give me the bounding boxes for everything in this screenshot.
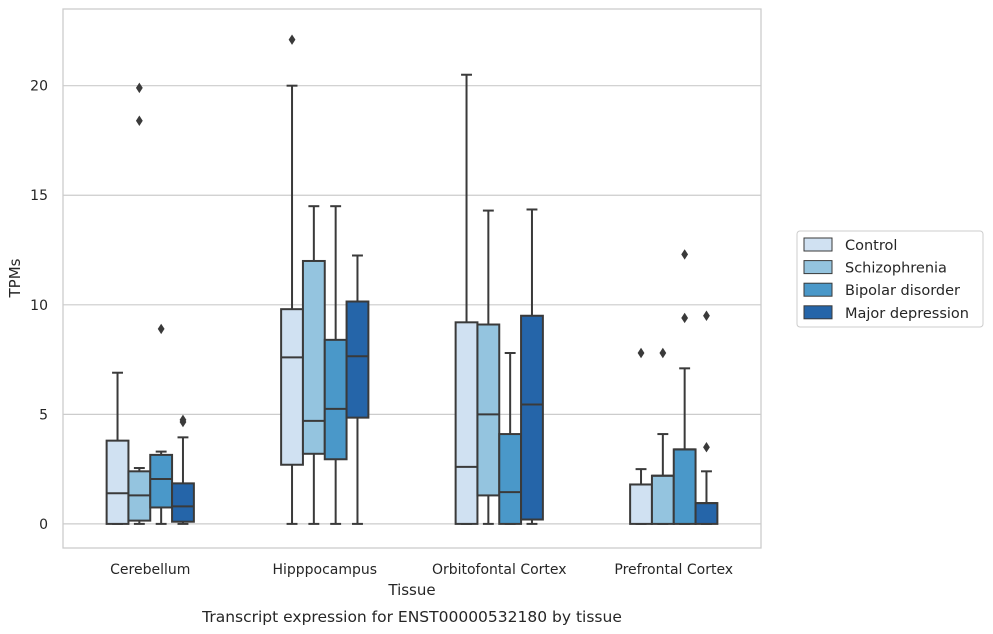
box-group	[629, 347, 653, 525]
outlier-point	[135, 115, 143, 126]
box-group	[694, 310, 719, 525]
chart-caption: Transcript expression for ENST0000053218…	[201, 608, 622, 626]
box-group	[323, 205, 348, 525]
legend-label: Bipolar disorder	[845, 283, 960, 299]
box-layer	[105, 34, 719, 525]
box	[454, 321, 479, 525]
box-group	[280, 34, 304, 525]
outlier-point	[681, 312, 689, 324]
box-group	[520, 208, 544, 525]
legend-frame	[796, 230, 984, 328]
legend-swatch	[803, 305, 833, 320]
box	[171, 482, 195, 523]
box-group	[171, 414, 195, 525]
box-group	[345, 254, 370, 525]
box	[280, 308, 304, 466]
box	[672, 448, 697, 525]
box-group	[476, 209, 501, 525]
box	[105, 439, 130, 525]
legend-label: Major depression	[845, 306, 969, 322]
box	[498, 433, 523, 525]
box-group	[127, 82, 152, 525]
box-group	[149, 323, 174, 525]
y-tick-label: 15	[30, 188, 48, 204]
outlier-point	[681, 249, 689, 260]
outlier-point	[135, 82, 143, 94]
outlier-point	[637, 347, 645, 359]
box-group	[672, 249, 697, 525]
box	[520, 314, 544, 521]
box-group	[650, 347, 675, 525]
box-group	[454, 73, 479, 525]
legend-swatch	[803, 282, 833, 297]
y-tick-label: 10	[30, 298, 48, 314]
y-axis-label: TPMs	[6, 258, 24, 298]
legend-label: Schizophrenia	[845, 261, 947, 277]
x-axis-label: Tissue	[387, 581, 435, 599]
x-tick-label: Orbitofontal Cortex	[432, 562, 567, 578]
outlier-point	[703, 442, 710, 453]
y-tick-label: 5	[39, 407, 48, 423]
box	[149, 453, 174, 509]
x-tick-label: Hipppocampus	[272, 562, 377, 578]
box	[301, 259, 326, 455]
legend-label: Control	[845, 238, 897, 254]
box	[476, 323, 501, 497]
legend-swatch	[803, 237, 833, 252]
y-tick-label: 20	[30, 79, 48, 95]
box	[345, 300, 370, 419]
box	[650, 474, 675, 525]
outlier-point	[659, 347, 667, 359]
box	[629, 483, 653, 525]
y-tick-labels: 0 5 10 15 20	[30, 79, 48, 533]
box	[323, 338, 348, 461]
outlier-point	[179, 414, 187, 426]
x-tick-label: Prefrontal Cortex	[614, 562, 733, 578]
y-tick-label: 0	[39, 517, 48, 533]
outlier-point	[288, 34, 296, 45]
legend: Control Schizophrenia Bipolar disorder Majo…	[796, 230, 984, 328]
box-group	[498, 351, 523, 525]
box	[694, 502, 719, 525]
outlier-point	[157, 323, 165, 335]
outlier-point	[703, 310, 710, 321]
legend-swatch	[803, 260, 833, 275]
box-group	[301, 205, 326, 525]
box-group	[105, 371, 130, 525]
x-tick-labels: Cerebellum Hipppocampus Orbitofontal Corte…	[110, 562, 733, 578]
plot-frame	[62, 8, 762, 549]
x-tick-label: Cerebellum	[110, 562, 190, 578]
